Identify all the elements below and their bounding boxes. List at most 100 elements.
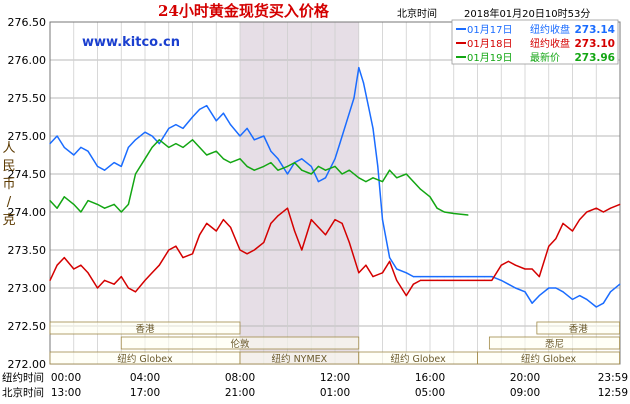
y-tick-label: 276.00 — [8, 54, 47, 67]
data-point — [87, 272, 89, 274]
x-tick-label-ny: 20:00 — [510, 372, 540, 384]
data-point — [372, 127, 374, 129]
bj-time-row-label: 北京时间 — [2, 386, 44, 399]
data-point — [339, 143, 341, 145]
data-point — [419, 279, 422, 281]
data-point — [63, 146, 65, 148]
data-point — [286, 165, 289, 167]
market-session-label: 纽约 Globex — [391, 353, 447, 365]
data-point — [175, 124, 177, 126]
data-point — [412, 181, 414, 183]
data-point — [229, 226, 232, 228]
market-session-label: 纽约 NYMEX — [272, 353, 328, 365]
data-point — [436, 279, 438, 281]
x-tick-label-bj: 12:59 — [598, 387, 628, 399]
data-point — [80, 264, 82, 266]
y-tick-label: 276.50 — [8, 16, 47, 29]
data-point — [619, 283, 621, 285]
legend-date: 01月17日 — [467, 24, 512, 36]
data-point — [239, 158, 241, 160]
data-point — [310, 165, 312, 167]
data-point — [222, 158, 224, 160]
market-session-label: 纽约 Globex — [117, 353, 173, 365]
data-point — [134, 291, 137, 293]
data-point — [443, 279, 445, 281]
data-point — [96, 165, 99, 167]
data-point — [460, 279, 462, 281]
data-point — [317, 165, 319, 167]
data-point — [507, 260, 509, 262]
data-point — [158, 143, 160, 145]
data-point — [175, 143, 177, 145]
data-point — [443, 211, 445, 213]
data-point — [158, 264, 160, 266]
data-point — [619, 203, 621, 205]
data-point — [246, 127, 248, 129]
data-point — [548, 245, 550, 247]
data-point — [372, 276, 374, 278]
data-point — [113, 162, 115, 164]
y-tick-label: 275.50 — [8, 92, 47, 105]
data-point — [73, 268, 75, 270]
data-point — [246, 165, 248, 167]
data-point — [144, 158, 146, 160]
data-point — [199, 146, 201, 148]
data-point — [362, 82, 365, 84]
x-tick-label-bj: 13:00 — [51, 387, 81, 399]
data-point — [301, 169, 303, 171]
data-point — [87, 200, 89, 202]
data-point — [222, 112, 224, 114]
data-point — [467, 276, 469, 278]
data-point — [453, 212, 455, 215]
data-point — [346, 120, 348, 122]
y-axis-label-char: 人 — [2, 141, 15, 156]
data-point — [405, 173, 407, 175]
data-point — [73, 154, 75, 156]
data-point — [317, 181, 319, 183]
legend-value: 273.10 — [574, 38, 615, 50]
data-point — [524, 268, 526, 270]
data-point — [151, 135, 153, 137]
data-point — [538, 295, 540, 297]
y-axis-label-char: / — [7, 195, 12, 210]
data-point — [579, 295, 581, 297]
y-axis-label-char: 币 — [2, 177, 15, 192]
x-tick-label-ny: 23:59 — [598, 372, 628, 384]
data-point — [104, 279, 106, 281]
data-point — [609, 291, 612, 293]
legend-date: 01月18日 — [467, 38, 512, 50]
data-point — [595, 306, 597, 308]
data-point — [120, 276, 122, 278]
data-point — [341, 222, 343, 224]
nymex-shaded-region — [240, 22, 359, 364]
data-point — [317, 226, 319, 228]
y-tick-label: 273.50 — [8, 244, 47, 257]
data-point — [73, 203, 75, 205]
data-point — [602, 211, 604, 213]
data-point — [324, 177, 327, 179]
data-point — [453, 276, 455, 278]
data-point — [514, 287, 517, 289]
data-point — [49, 200, 51, 202]
data-point — [467, 279, 469, 281]
data-point — [263, 165, 265, 167]
data-point — [151, 146, 153, 148]
data-point — [113, 283, 115, 285]
data-point — [134, 173, 137, 175]
legend-box — [451, 19, 619, 65]
data-point — [358, 272, 360, 274]
y-tick-label: 273.00 — [8, 282, 47, 295]
data-point — [222, 219, 224, 221]
data-point — [310, 173, 312, 175]
data-point — [270, 222, 272, 224]
x-tick-label-bj: 09:00 — [510, 387, 540, 399]
legend-value: 273.14 — [574, 24, 615, 36]
data-point — [460, 276, 462, 278]
data-point — [175, 245, 177, 247]
data-point — [595, 207, 597, 209]
data-point — [158, 139, 160, 141]
data-point — [412, 283, 414, 285]
legend-desc: 纽约收盘 — [530, 23, 570, 36]
data-point — [524, 291, 526, 293]
